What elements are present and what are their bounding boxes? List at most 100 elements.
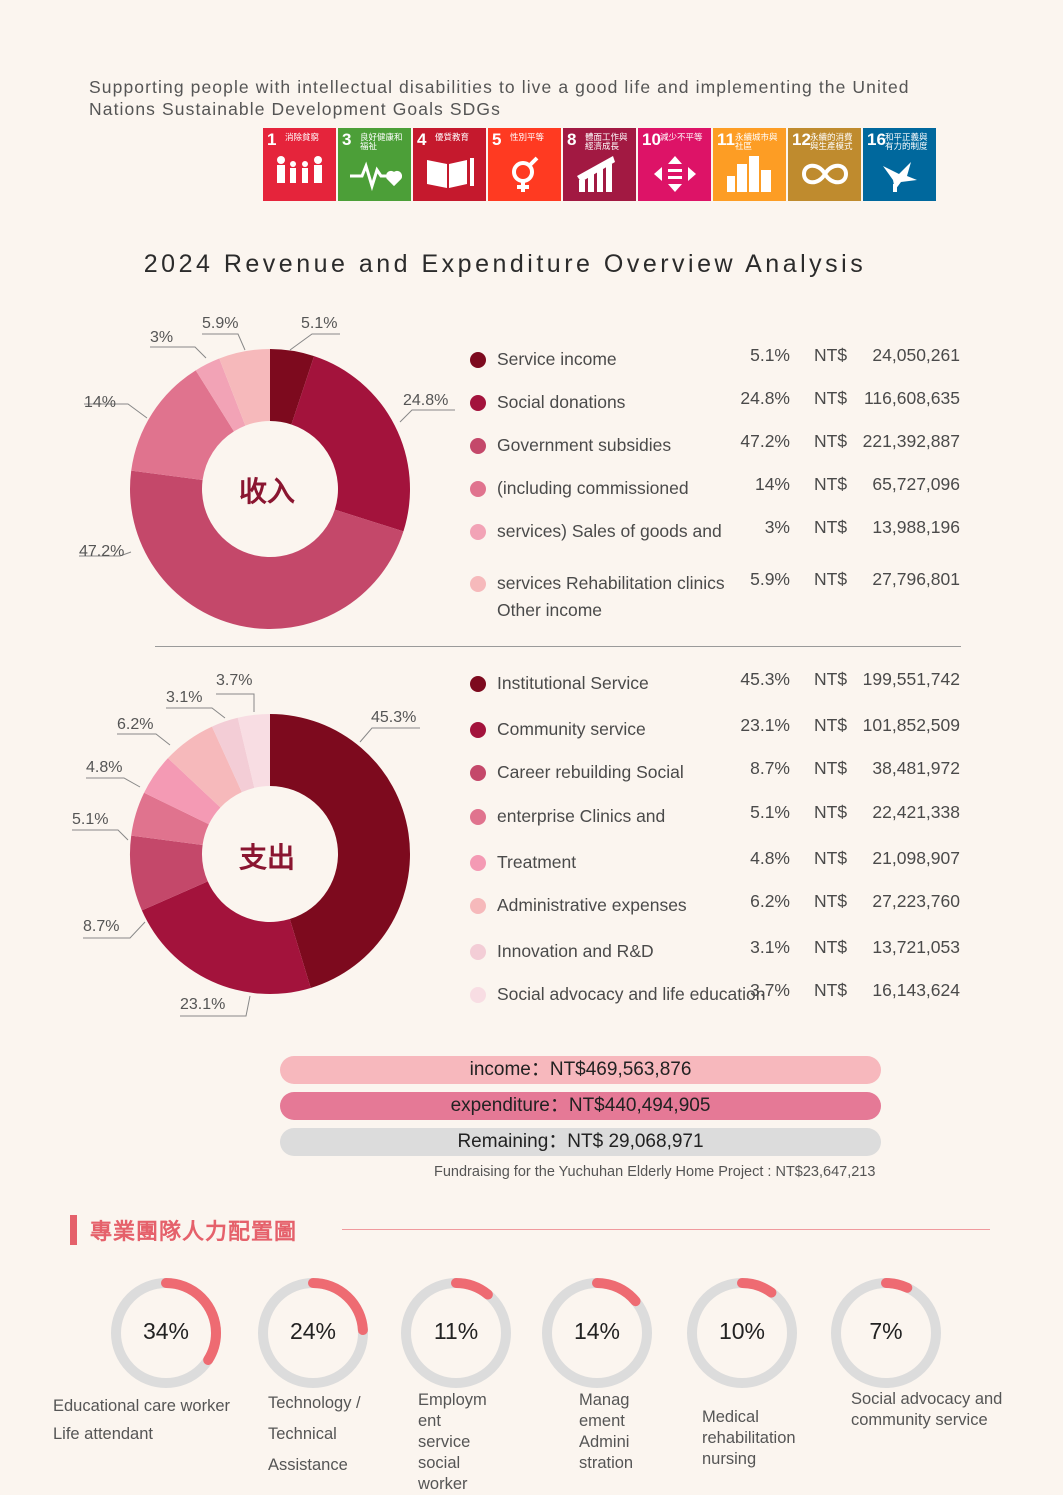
leader-line xyxy=(83,921,146,939)
legend-swatch xyxy=(470,676,486,692)
legend-percent: 5.1% xyxy=(750,802,790,822)
leader-line xyxy=(359,727,420,743)
legend-row: Government subsidies 47.2% NT$ 221,392,8… xyxy=(470,431,970,457)
sdg-number: 16 xyxy=(867,130,886,149)
legend-label: Service income xyxy=(497,349,617,369)
sdg-number: 10 xyxy=(642,130,661,149)
legend-swatch xyxy=(470,987,486,1003)
sdg-name: 體面工作與經濟成長 xyxy=(585,132,628,151)
ring-label-line: Technical xyxy=(268,1425,337,1443)
legend-row: enterprise Clinics and 5.1% NT$ 22,421,3… xyxy=(470,802,970,828)
legend-percent: 4.8% xyxy=(750,848,790,868)
legend-row: Community service 23.1% NT$ 101,852,509 xyxy=(470,715,970,741)
ring-progress-arc xyxy=(542,1278,652,1388)
expenditure-center-label: 支出 xyxy=(239,842,296,873)
legend-label: Community service xyxy=(497,719,646,739)
legend-amount: 27,796,801 xyxy=(872,569,960,589)
exp-label-admin: 6.2% xyxy=(117,716,154,733)
legend-currency: NT$ xyxy=(814,891,848,911)
legend-swatch xyxy=(470,481,486,497)
team-ring xyxy=(542,1278,652,1388)
donut-slice-4 xyxy=(144,758,221,825)
legend-label: Social advocacy and life education xyxy=(497,984,766,1004)
exp-label-clinics: 4.8% xyxy=(86,759,123,776)
donut-slice-5 xyxy=(219,349,270,426)
legend-percent: 14% xyxy=(754,474,790,494)
revenue-legend-extra: Other income xyxy=(497,600,603,620)
donut-slice-1 xyxy=(141,881,311,994)
sdg-goal-10: 10 減少不平等 xyxy=(638,128,711,201)
ring-label-line: Social advocacy and xyxy=(851,1390,1003,1408)
legend-percent: 5.1% xyxy=(750,345,790,365)
legend-amount: 221,392,887 xyxy=(862,431,960,451)
legend-swatch xyxy=(470,898,486,914)
sdg-name: 性別平等 xyxy=(510,132,545,142)
ring-label-line: stration xyxy=(579,1454,634,1472)
expenditure-total-pill: expenditure：NT$440,494,905 xyxy=(280,1092,881,1120)
donut-slice-4 xyxy=(195,358,246,432)
ring-label-line: Manag xyxy=(579,1391,630,1409)
ring-label: Manag ement Admini stration xyxy=(579,1390,633,1474)
ring-label-line: ement xyxy=(579,1412,625,1430)
legend-amount: 22,421,338 xyxy=(872,802,960,822)
legend-amount: 65,727,096 xyxy=(872,474,960,494)
exp-label-community: 23.1% xyxy=(180,996,226,1013)
legend-label: Innovation and R&D xyxy=(497,941,654,961)
legend-row: Innovation and R&D 3.1% NT$ 13,721,053 xyxy=(470,937,970,963)
ring-progress-arc xyxy=(258,1278,368,1388)
legend-percent: 23.1% xyxy=(740,715,790,735)
leader-line xyxy=(79,551,132,557)
legend-amount: 27,223,760 xyxy=(872,891,960,911)
legend-swatch xyxy=(470,395,486,411)
legend-swatch xyxy=(470,524,486,540)
intro-line-1: Supporting people with intellectual disa… xyxy=(89,77,910,97)
legend-percent: 3% xyxy=(764,517,790,537)
ring-percent: 7% xyxy=(869,1318,903,1344)
leader-line xyxy=(150,346,207,359)
ring-label: Employm ent service social worker xyxy=(418,1390,487,1495)
legend-currency: NT$ xyxy=(814,388,848,408)
ring-label-line: Employm xyxy=(418,1391,487,1409)
fundraising-note: Fundraising for the Yuchuhan Elderly Hom… xyxy=(434,1164,876,1180)
ring-label: Medical rehabilitation nursing xyxy=(702,1407,796,1470)
sdg-number: 3 xyxy=(342,130,352,149)
legend-currency: NT$ xyxy=(814,345,848,365)
leader-line xyxy=(202,333,246,351)
exp-label-institutional: 45.3% xyxy=(371,709,417,726)
legend-percent: 8.7% xyxy=(750,758,790,778)
team-ring xyxy=(258,1278,368,1388)
sdg-name: 和平正義與有力的制度 xyxy=(885,132,928,151)
income-total-pill: income：NT$469,563,876 xyxy=(280,1056,881,1084)
sdg-name: 消除貧窮 xyxy=(285,132,320,142)
legend-currency: NT$ xyxy=(814,758,848,778)
sdg-number: 12 xyxy=(792,130,811,149)
legend-swatch xyxy=(470,576,486,592)
ring-label-line: Assistance xyxy=(268,1456,348,1474)
legend-label: Career rebuilding Social xyxy=(497,762,684,782)
legend-currency: NT$ xyxy=(814,715,848,735)
ring-label: Technology / Technical Assistance xyxy=(268,1388,361,1481)
sdg-goal-11: 11 永續城市與社區 xyxy=(713,128,786,201)
legend-amount: 13,988,196 xyxy=(872,517,960,537)
ring-label-line: worker xyxy=(418,1475,468,1493)
ring-label-line: Life attendant xyxy=(53,1425,153,1443)
team-ring xyxy=(111,1278,221,1388)
exp-label-innovation: 3.1% xyxy=(166,689,203,706)
donut-slice-3 xyxy=(131,370,234,481)
leader-line xyxy=(289,333,340,351)
rev-label-service-income: 5.1% xyxy=(301,315,338,332)
legend-percent: 45.3% xyxy=(740,669,790,689)
intro-text: Supporting people with intellectual disa… xyxy=(89,76,989,120)
exp-label-social-enterprise: 5.1% xyxy=(72,811,109,828)
legend-currency: NT$ xyxy=(814,431,848,451)
revenue-center-label: 收入 xyxy=(239,476,296,507)
sdg-name: 優質教育 xyxy=(435,132,470,142)
team-ring xyxy=(831,1278,941,1388)
ring-label-line: service xyxy=(418,1433,471,1451)
ring-percent: 34% xyxy=(142,1318,190,1344)
page-title: 2024 Revenue and Expenditure Overview An… xyxy=(143,250,867,278)
legend-row: Institutional Service 45.3% NT$ 199,551,… xyxy=(470,669,970,695)
legend-label: (including commissioned xyxy=(497,478,689,498)
legend-row: services Rehabilitation clinics 5.9% NT$… xyxy=(470,569,970,595)
legend-swatch xyxy=(470,855,486,871)
